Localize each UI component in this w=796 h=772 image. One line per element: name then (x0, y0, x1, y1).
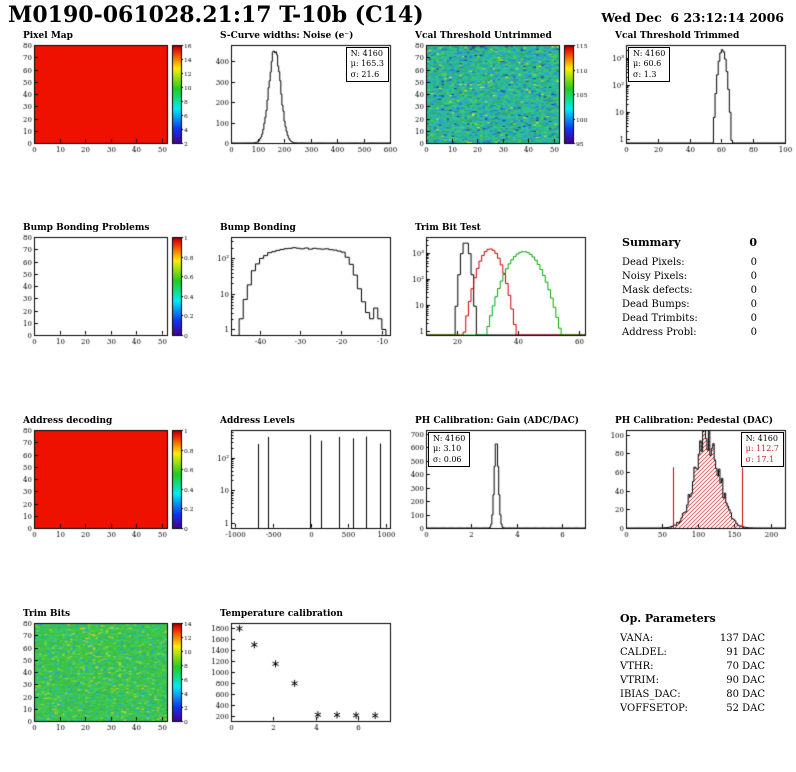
op-value: 80 DAC (726, 689, 765, 700)
stats-mean: μ: 165.3 (350, 59, 384, 69)
op-parameter-row: VOFFSETOP: 52 DAC (620, 702, 765, 716)
stats-n: N: 4160 (633, 49, 666, 58)
panel-scurve-noise: S-Curve widths: Noise (e⁻) N: 4160 μ: 16… (205, 30, 400, 160)
panel-temperature-calibration: Temperature calibration (205, 608, 400, 738)
summary-value: 0 (750, 299, 757, 310)
stats-n: N: 4160 (350, 49, 383, 58)
bump-bonding-chart (205, 234, 400, 349)
bump-bonding-problems-chart (8, 234, 203, 349)
vcal-untrimmed-title: Vcal Threshold Untrimmed (415, 31, 552, 41)
stats-mean: μ: 3.10 (433, 444, 462, 454)
summary-value: 0 (750, 285, 757, 296)
ph-gain-title: PH Calibration: Gain (ADC/DAC) (415, 416, 579, 426)
summary-value: 0 (750, 327, 757, 338)
op-label: VANA: (620, 633, 654, 644)
trim-bits-chart (8, 620, 203, 735)
op-label: VTHR: (620, 661, 654, 672)
op-parameter-row: VTHR: 70 DAC (620, 660, 765, 674)
summary-row: Address Probl: 0 (622, 326, 757, 340)
summary-value: 0 (750, 271, 757, 282)
summary-label: Dead Pixels: (622, 257, 685, 268)
stats-mean: μ: 60.6 (633, 59, 662, 69)
summary-label: Mask defects: (622, 285, 693, 296)
bump-bonding-title: Bump Bonding (220, 223, 296, 233)
temperature-calibration-title: Temperature calibration (220, 609, 343, 619)
address-levels-title: Address Levels (220, 416, 295, 426)
panel-ph-pedestal: PH Calibration: Pedestal (DAC) N: 4160 μ… (600, 415, 795, 545)
address-decoding-chart (8, 427, 203, 542)
op-parameters-block: Op. Parameters VANA: 137 DAC CALDEL: 91 DA… (620, 612, 765, 716)
vcal-untrimmed-chart (400, 42, 595, 157)
op-label: CALDEL: (620, 647, 667, 658)
summary-block: Summary 0 Dead Pixels: 0 Noisy Pixels: 0 M… (622, 236, 757, 340)
panel-address-levels: Address Levels (205, 415, 400, 545)
summary-row: Dead Bumps: 0 (622, 298, 757, 312)
op-value: 137 DAC (719, 633, 765, 644)
pixel-map-chart (8, 42, 203, 157)
bump-bonding-problems-title: Bump Bonding Problems (23, 223, 150, 233)
stats-n: N: 4160 (433, 434, 466, 443)
panel-pixel-map: Pixel Map (8, 30, 203, 160)
ph-pedestal-stats-box: N: 4160 μ: 112.7 σ: 17.1 (740, 432, 784, 468)
op-parameter-row: CALDEL: 91 DAC (620, 646, 765, 660)
summary-value: 0 (750, 313, 757, 324)
trim-bit-test-title: Trim Bit Test (415, 223, 481, 233)
summary-value: 0 (750, 257, 757, 268)
panel-bump-bonding: Bump Bonding (205, 222, 400, 352)
op-value: 70 DAC (726, 661, 765, 672)
stats-sigma: σ: 21.6 (350, 69, 380, 79)
stats-sigma: σ: 17.1 (745, 454, 775, 464)
trim-bit-test-chart (400, 234, 595, 349)
op-parameter-row: IBIAS_DAC: 80 DAC (620, 688, 765, 702)
op-value: 52 DAC (726, 703, 765, 714)
scurve-noise-title: S-Curve widths: Noise (e⁻) (220, 31, 354, 41)
timestamp: Wed Dec 6 23:12:14 2006 (601, 10, 784, 25)
op-label: VOFFSETOP: (620, 703, 688, 714)
op-value: 91 DAC (726, 647, 765, 658)
trim-bits-title: Trim Bits (23, 609, 71, 619)
summary-row: Dead Pixels: 0 (622, 256, 757, 270)
summary-row: Noisy Pixels: 0 (622, 270, 757, 284)
panel-vcal-trimmed: Vcal Threshold Trimmed N: 4160 μ: 60.6 σ… (600, 30, 795, 160)
ph-pedestal-title: PH Calibration: Pedestal (DAC) (615, 416, 774, 426)
page-title: M0190-061028.21:17 T-10b (C14) (8, 2, 424, 28)
panel-trim-bits: Trim Bits (8, 608, 203, 738)
op-parameter-row: VTRIM: 90 DAC (620, 674, 765, 688)
stats-sigma: σ: 1.3 (633, 69, 657, 79)
summary-row: Mask defects: 0 (622, 284, 757, 298)
op-label: IBIAS_DAC: (620, 689, 681, 700)
pixel-map-title: Pixel Map (23, 31, 73, 41)
ph-gain-stats-box: N: 4160 μ: 3.10 σ: 0.06 (428, 432, 471, 468)
temperature-calibration-chart (205, 620, 400, 735)
stats-n: N: 4160 (745, 434, 778, 443)
op-label: VTRIM: (620, 675, 659, 686)
vcal-trimmed-title: Vcal Threshold Trimmed (615, 31, 740, 41)
summary-label: Noisy Pixels: (622, 271, 688, 282)
address-decoding-title: Address decoding (23, 416, 113, 426)
panel-ph-gain: PH Calibration: Gain (ADC/DAC) N: 4160 μ… (400, 415, 595, 545)
op-value: 90 DAC (726, 675, 765, 686)
summary-title: Summary (622, 236, 681, 249)
summary-total: 0 (749, 236, 757, 249)
panel-bump-bonding-problems: Bump Bonding Problems (8, 222, 203, 352)
op-parameters-title: Op. Parameters (620, 612, 716, 625)
address-levels-chart (205, 427, 400, 542)
stats-mean: μ: 112.7 (745, 444, 779, 454)
stats-sigma: σ: 0.06 (433, 454, 462, 464)
summary-label: Dead Trimbits: (622, 313, 698, 324)
summary-row: Dead Trimbits: 0 (622, 312, 757, 326)
vcal-trimmed-stats-box: N: 4160 μ: 60.6 σ: 1.3 (628, 47, 671, 83)
panel-address-decoding: Address decoding (8, 415, 203, 545)
summary-label: Dead Bumps: (622, 299, 690, 310)
summary-label: Address Probl: (622, 327, 697, 338)
scurve-stats-box: N: 4160 μ: 165.3 σ: 21.6 (345, 47, 389, 83)
panel-trim-bit-test: Trim Bit Test (400, 222, 595, 352)
op-parameter-row: VANA: 137 DAC (620, 632, 765, 646)
panel-vcal-untrimmed: Vcal Threshold Untrimmed (400, 30, 595, 160)
